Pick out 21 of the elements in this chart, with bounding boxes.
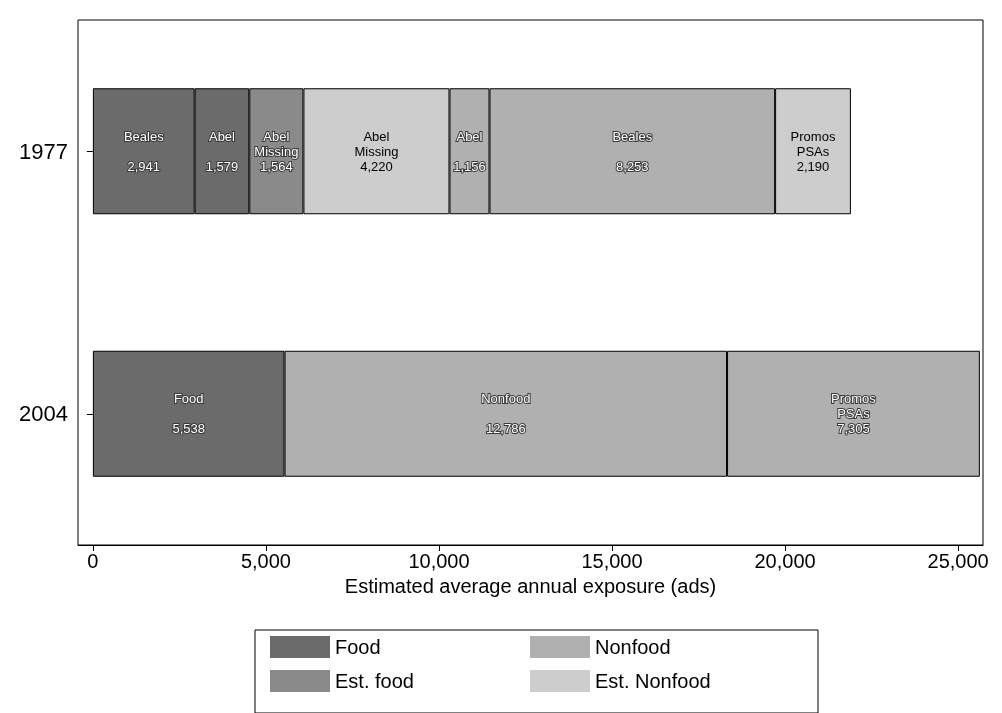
data-label: Food 5,538 [172,391,205,437]
legend-label: Est. Nonfood [595,670,711,692]
legend-label: Est. food [335,670,414,692]
data-label: Promos PSAs 2,190 [790,128,836,174]
y-tick-label: 1977 [19,138,68,164]
data-label: Abel 1,579 [205,128,239,174]
data-label: Promos PSAs 7,305 [831,391,877,437]
legend-label: Nonfood [595,636,671,658]
x-tick-label: 15,000 [581,550,643,572]
x-tick-label: 25,000 [927,550,989,572]
y-tick-label: 2004 [19,401,68,427]
x-tick-label: 0 [87,550,99,572]
x-axis-title: Estimated average annual exposure (ads) [344,574,717,597]
legend-label: Food [335,636,381,658]
x-tick-label: 10,000 [408,550,470,572]
data-label: Abel Missing 1,564 [254,128,299,174]
data-label: Abel Missing 4,220 [354,128,399,174]
x-tick-label: 20,000 [754,550,816,572]
data-label: Beales 2,941 [123,128,165,174]
data-label: Beales 8,253 [612,128,653,174]
x-tick-label: 5,000 [240,550,291,572]
